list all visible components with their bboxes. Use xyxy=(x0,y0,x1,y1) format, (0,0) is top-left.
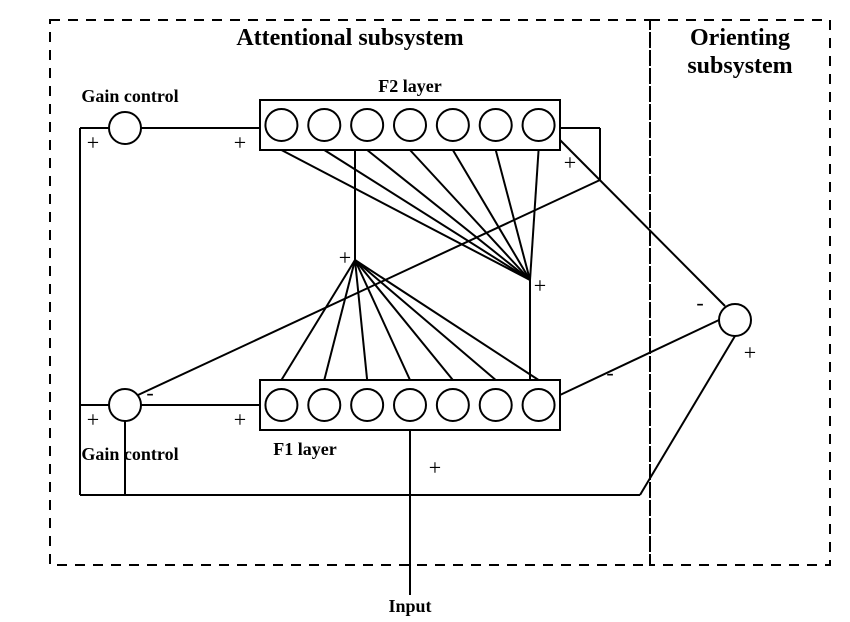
g_top-label: Gain control xyxy=(81,86,178,106)
sign: - xyxy=(606,360,613,385)
f1-fan-line xyxy=(355,260,453,380)
f1-fan-line xyxy=(355,260,367,380)
orient-to-f1 xyxy=(560,320,719,395)
f1-unit xyxy=(480,389,512,421)
f2-unit xyxy=(480,109,512,141)
f1-fan-line xyxy=(324,260,355,380)
input-to-orient-up xyxy=(640,336,735,495)
g_bottom-label: Gain control xyxy=(81,444,178,464)
f1-unit xyxy=(265,389,297,421)
f2-unit xyxy=(394,109,426,141)
sign: + xyxy=(534,273,546,298)
sign: + xyxy=(744,340,756,365)
sign: + xyxy=(234,130,246,155)
sign: + xyxy=(564,150,576,175)
f1-label: F1 layer xyxy=(273,439,336,459)
f2-label: F2 layer xyxy=(378,76,441,96)
f2-unit xyxy=(523,109,555,141)
f2-to-orient-diag xyxy=(560,140,725,306)
f1-unit xyxy=(351,389,383,421)
orienting-title: Orienting xyxy=(690,25,790,51)
f2-fan-line xyxy=(530,150,539,280)
f2-unit xyxy=(308,109,340,141)
sign: - xyxy=(146,380,153,405)
sign: + xyxy=(87,130,99,155)
f1-unit xyxy=(308,389,340,421)
orienting-subsystem-box xyxy=(650,20,830,565)
sign: + xyxy=(429,455,441,480)
sign: + xyxy=(339,245,351,270)
f2-unit xyxy=(437,109,469,141)
sign: + xyxy=(234,407,246,432)
art-diagram: Attentional subsystem Orientingsubsystem F… xyxy=(0,0,850,622)
orient-node xyxy=(719,304,751,336)
f2-unit xyxy=(351,109,383,141)
attentional-title: Attentional subsystem xyxy=(236,25,463,51)
sign: + xyxy=(87,407,99,432)
f1-fan-line xyxy=(281,260,355,380)
g_bottom-node xyxy=(109,389,141,421)
f1-fan-line xyxy=(355,260,496,380)
orienting-title2: subsystem xyxy=(687,53,792,79)
f1-unit xyxy=(437,389,469,421)
f1-unit xyxy=(523,389,555,421)
f2-fan-line xyxy=(281,150,530,280)
f1-unit xyxy=(394,389,426,421)
input-label: Input xyxy=(388,596,431,616)
f2-unit xyxy=(265,109,297,141)
f2-fan-line xyxy=(367,150,530,280)
sign: - xyxy=(696,290,703,315)
g_top-node xyxy=(109,112,141,144)
